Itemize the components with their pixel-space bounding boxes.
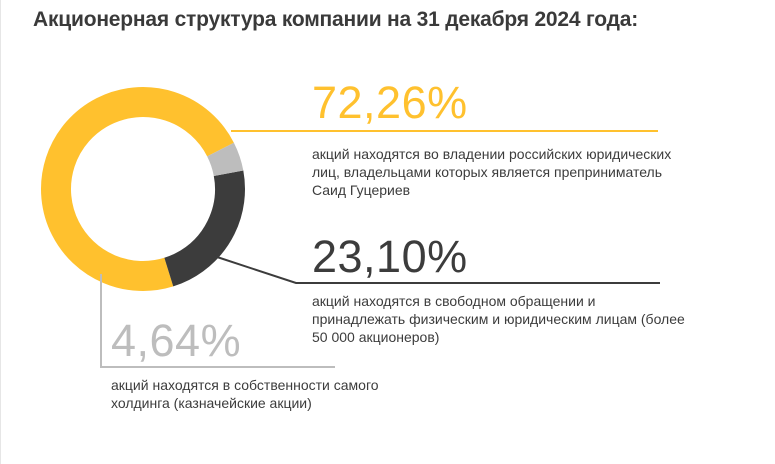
leader-line-treasury [100,274,335,368]
description-russian-entities: акций находятся во владении российских ю… [312,146,672,198]
description-free-float: акций находятся в свободном обращении и … [312,293,685,345]
data-label-russian-entities: 72,26% [312,77,468,128]
left-divider [0,0,1,464]
slice-treasury [41,86,245,291]
slice-free-float [41,86,245,291]
leader-line-free-float [213,255,660,284]
data-label-free-float: 23,10% [312,231,468,282]
data-label-treasury: 4,64% [111,315,242,366]
donut-slices [41,86,245,291]
description-treasury: акций находятся в собственности самого х… [111,377,379,411]
page-title: Акционерная структура компании на 31 дек… [33,8,639,31]
